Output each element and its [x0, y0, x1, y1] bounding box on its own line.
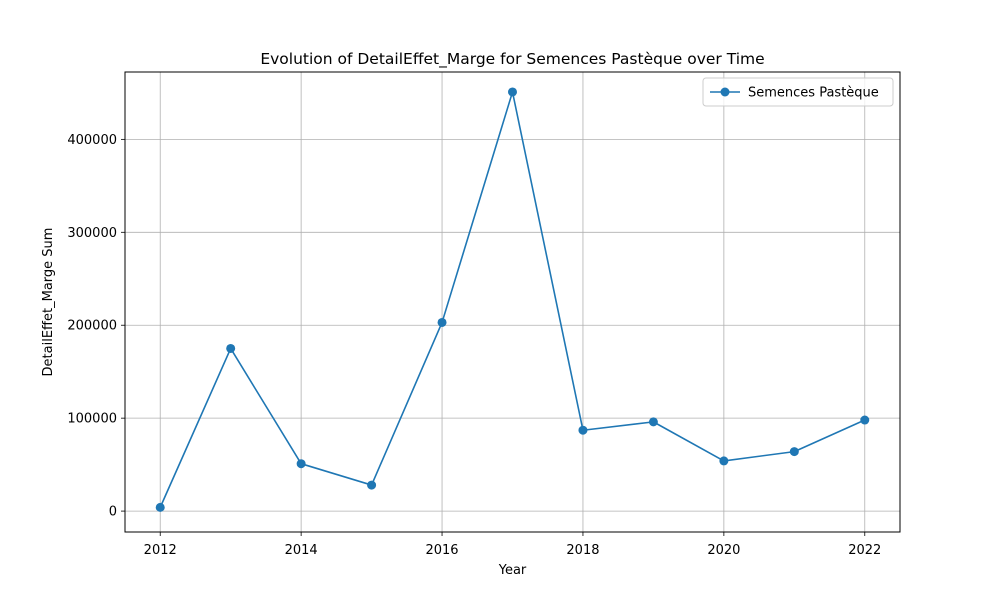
data-point [789, 447, 799, 457]
x-tick-label: 2018 [566, 543, 599, 558]
data-point [296, 459, 306, 469]
y-axis-label: DetailEffet_Marge Sum [41, 228, 56, 377]
y-tick-label: 400000 [67, 133, 117, 148]
plot-frame [124, 71, 901, 533]
x-tick-label: 2012 [144, 543, 177, 558]
y-tick-label: 200000 [67, 319, 117, 334]
legend-label: Semences Pastèque [748, 86, 879, 101]
data-point [508, 87, 517, 97]
x-tick-label: 2016 [425, 543, 458, 558]
x-tick-label: 2014 [285, 543, 318, 558]
data-point [578, 425, 588, 435]
x-tick-label: 2020 [707, 543, 740, 558]
data-point [648, 417, 658, 427]
chart-title: Evolution of DetailEffet_Marge for Semen… [260, 50, 764, 69]
data-point [719, 456, 729, 466]
grid-lines [125, 72, 900, 532]
y-tick-label: 100000 [67, 412, 117, 427]
x-axis-label: Year [498, 563, 527, 578]
x-tick-label: 2022 [848, 543, 881, 558]
data-point [226, 343, 236, 353]
data-point [155, 502, 165, 512]
y-tick-label: 300000 [67, 226, 117, 241]
legend-point-marker [720, 87, 730, 97]
data-point [437, 317, 447, 327]
legend-box [702, 77, 894, 107]
data-point [367, 480, 377, 490]
data-point [860, 415, 870, 425]
legend: Semences Pastèque [702, 77, 894, 107]
axis-ticks: 2012 2014 2016 2018 2020 2022 0 100000 200000 300… [67, 133, 881, 558]
y-tick-label: 0 [109, 505, 117, 520]
series-lines [155, 87, 870, 512]
